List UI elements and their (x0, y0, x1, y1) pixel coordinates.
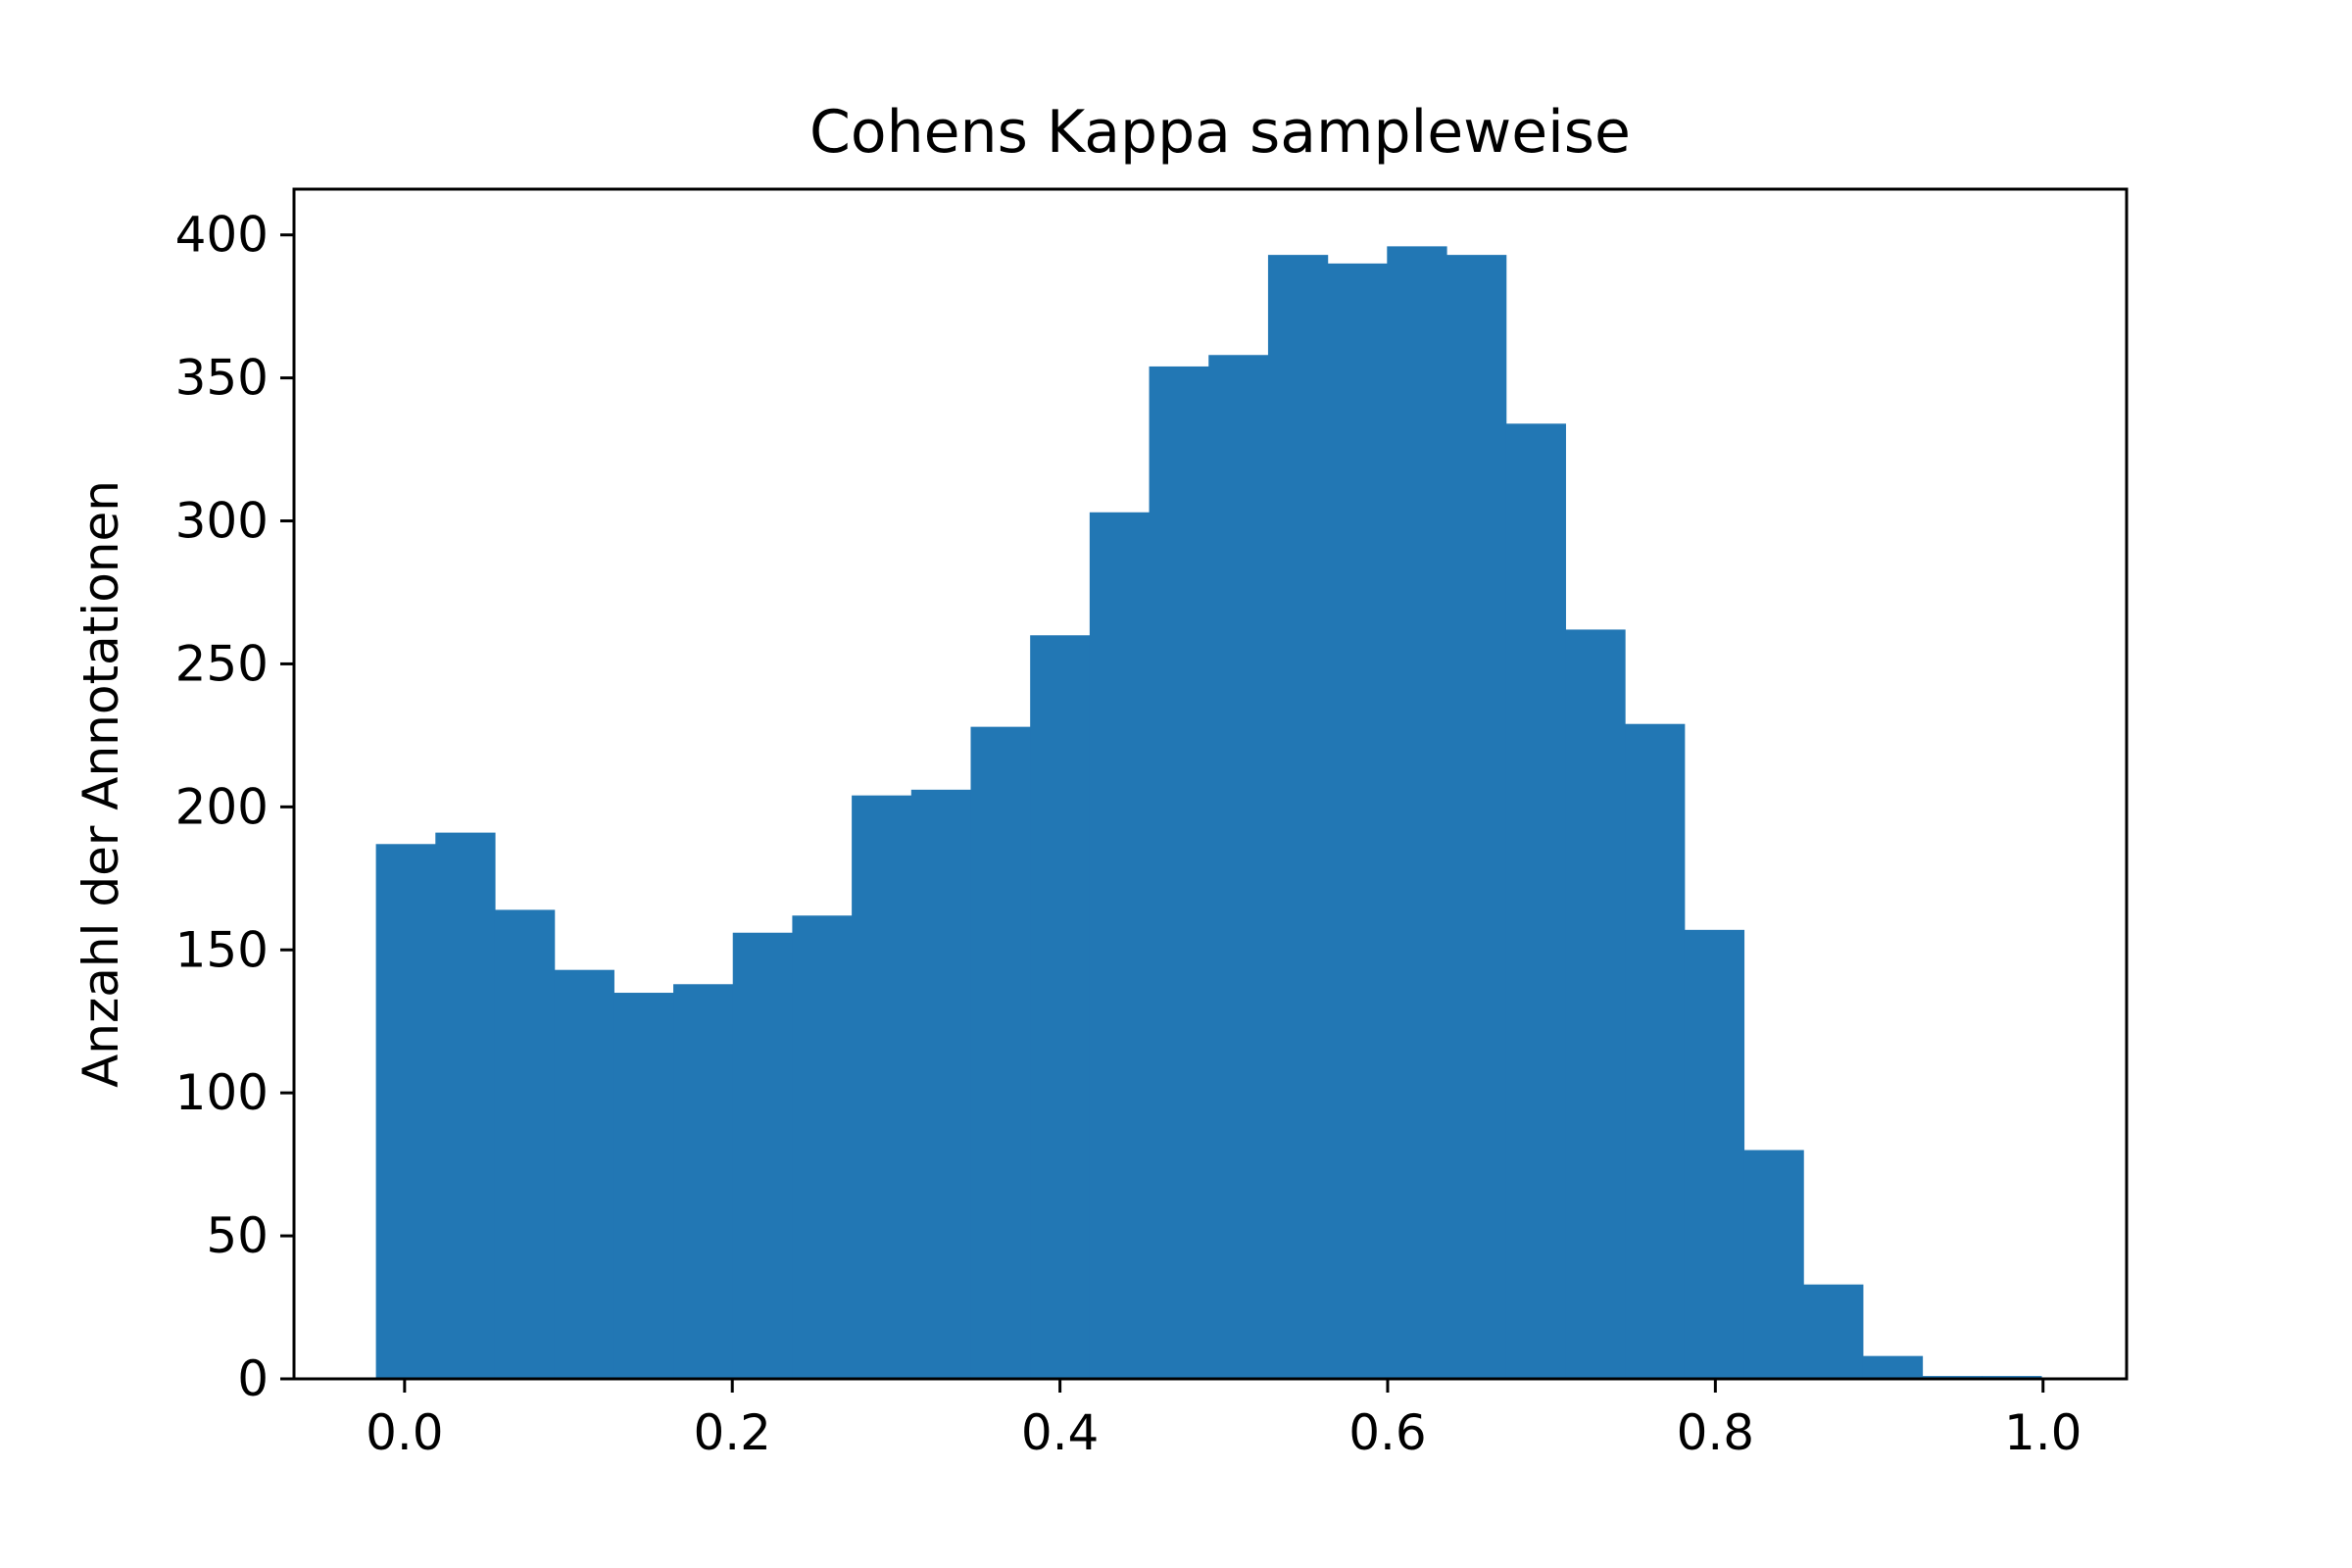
histogram-bar (1387, 246, 1447, 1380)
histogram-bar (435, 832, 496, 1379)
x-tick-label: 1.0 (2004, 1404, 2082, 1461)
x-tick-label: 0.4 (1021, 1404, 1100, 1461)
histogram-bar (1208, 355, 1269, 1379)
y-axis-label: Anzahl der Annotationen (73, 480, 129, 1088)
x-tick-label: 0.8 (1677, 1404, 1755, 1461)
histogram-bar (732, 932, 794, 1379)
y-tick-label: 250 (175, 635, 269, 692)
histogram-bar (1625, 723, 1686, 1379)
histogram-bar (852, 795, 912, 1379)
x-tick-label: 0.2 (693, 1404, 771, 1461)
plot-frame (292, 187, 2129, 1381)
y-axis-ticks: 0 50 100 150 200 250 300 350 400 (175, 207, 294, 1407)
chart-title: Cohens Kappa sampleweise (809, 98, 1631, 167)
histogram-bar (1149, 366, 1209, 1380)
histogram-bar (1030, 635, 1091, 1379)
histogram-bar (1743, 1150, 1804, 1379)
histogram-bar (1267, 255, 1329, 1380)
x-tick-label: 0.0 (366, 1404, 444, 1461)
x-axis-ticks: 0.0 0.2 0.4 0.6 0.8 1.0 (366, 1379, 2082, 1461)
bars-group (375, 246, 2042, 1380)
y-tick-label: 50 (206, 1207, 269, 1264)
y-tick-label: 150 (175, 921, 269, 978)
histogram-bar (1803, 1284, 1864, 1379)
y-tick-label: 400 (175, 207, 269, 264)
histogram-bar (494, 909, 556, 1379)
x-tick-label: 0.6 (1348, 1404, 1427, 1461)
histogram-bar (613, 993, 674, 1379)
y-tick-label: 100 (175, 1064, 269, 1121)
histogram-bar (1684, 929, 1745, 1379)
histogram-bar (1327, 263, 1388, 1379)
histogram-bar (375, 844, 436, 1379)
histogram-bar (792, 915, 853, 1379)
histogram-bar (1089, 512, 1151, 1379)
histogram-bar (970, 726, 1031, 1379)
histogram-bar (673, 984, 734, 1379)
y-tick-label: 0 (237, 1350, 269, 1407)
histogram-bar (910, 789, 972, 1379)
y-tick-label: 200 (175, 778, 269, 835)
y-tick-label: 350 (175, 350, 269, 407)
histogram-bar (1565, 629, 1626, 1379)
histogram-bar (1505, 423, 1566, 1379)
histogram-bar (554, 969, 614, 1379)
histogram-bar (1862, 1355, 1924, 1379)
y-tick-label: 300 (175, 493, 269, 550)
histogram-bar (1446, 255, 1507, 1380)
